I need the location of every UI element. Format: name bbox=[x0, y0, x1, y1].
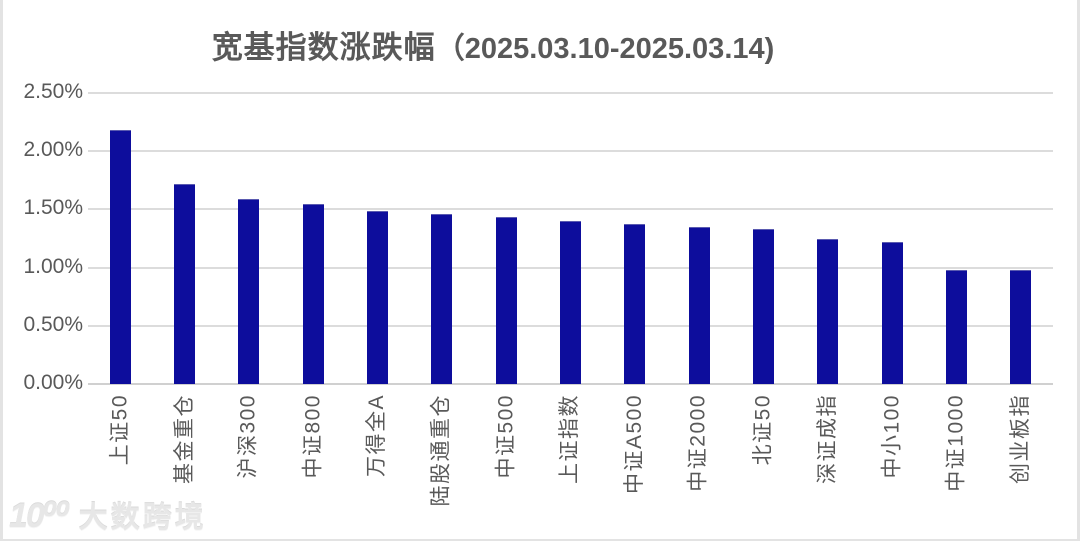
x-tick-label-深证成指: 深证成指 bbox=[815, 394, 839, 484]
y-tick-label: 0.50% bbox=[23, 312, 83, 336]
bar-中证2000 bbox=[688, 227, 710, 384]
watermark-text: 大数跨境 bbox=[78, 502, 207, 534]
bar-slot bbox=[281, 93, 345, 384]
bar-中证1000 bbox=[945, 270, 967, 384]
x-tick-label-中证1000: 中证1000 bbox=[944, 394, 968, 492]
x-label-slot: 中小100 bbox=[860, 386, 924, 516]
x-tick-label-基金重仓: 基金重仓 bbox=[172, 394, 196, 484]
chart-title-period: （2025.03.10-2025.03.14) bbox=[435, 33, 775, 65]
bar-slot bbox=[603, 93, 667, 384]
bar-万得全A bbox=[366, 210, 388, 384]
bar-基金重仓 bbox=[173, 183, 195, 384]
bar-沪深300 bbox=[238, 199, 260, 384]
x-label-slot: 上证指数 bbox=[538, 386, 602, 516]
bar-slot bbox=[924, 93, 988, 384]
dashukuajing-logo-icon: 10⁰⁰ bbox=[9, 497, 71, 535]
x-tick-label-中证2000: 中证2000 bbox=[687, 394, 711, 492]
x-label-slot: 中证1000 bbox=[924, 386, 988, 516]
x-label-slot: 万得全A bbox=[345, 386, 409, 516]
y-tick-label: 1.50% bbox=[23, 196, 83, 220]
x-tick-label-上证指数: 上证指数 bbox=[558, 394, 582, 484]
x-label-slot: 创业板指 bbox=[989, 386, 1053, 516]
x-tick-label-中证800: 中证800 bbox=[301, 394, 325, 479]
y-tick-label: 1.00% bbox=[23, 254, 83, 278]
x-axis-labels: 上证50 基金重仓 沪深300 中证800 万得全A 陆股通重仓 中证500 上证指数 中证A5… bbox=[88, 386, 1053, 516]
plot-area bbox=[88, 92, 1053, 385]
bar-slot bbox=[345, 93, 409, 384]
bar-slot bbox=[88, 93, 152, 384]
bar-slot bbox=[217, 93, 281, 384]
x-label-slot: 陆股通重仓 bbox=[410, 386, 474, 516]
chart-title-main: 宽基指数涨跌幅 bbox=[211, 30, 436, 65]
y-tick-label: 2.50% bbox=[23, 80, 83, 103]
x-tick-label-北证50: 北证50 bbox=[751, 394, 775, 466]
bar-中证500 bbox=[495, 216, 517, 384]
x-tick-label-中小100: 中小100 bbox=[880, 394, 904, 479]
bar-slot bbox=[152, 93, 216, 384]
x-tick-label-上证50: 上证50 bbox=[108, 394, 132, 466]
x-label-slot: 北证50 bbox=[731, 386, 795, 516]
bar-中证800 bbox=[302, 203, 324, 384]
chart-title: 宽基指数涨跌幅（2025.03.10-2025.03.14) bbox=[3, 22, 983, 67]
bar-中小100 bbox=[881, 242, 903, 384]
gridline-2.50% bbox=[88, 92, 1053, 94]
x-label-slot: 中证500 bbox=[474, 386, 538, 516]
x-label-slot: 深证成指 bbox=[796, 386, 860, 516]
x-label-slot: 沪深300 bbox=[217, 386, 281, 516]
bar-slot bbox=[989, 93, 1053, 384]
y-tick-label: 2.00% bbox=[23, 138, 83, 162]
bar-创业板指 bbox=[1010, 270, 1032, 384]
bar-slot bbox=[538, 93, 602, 384]
x-label-slot: 中证2000 bbox=[667, 386, 731, 516]
x-tick-label-中证A500: 中证A500 bbox=[622, 394, 646, 495]
x-tick-label-沪深300: 沪深300 bbox=[236, 394, 260, 479]
bar-slot bbox=[860, 93, 924, 384]
bar-中证A500 bbox=[624, 223, 646, 384]
x-tick-label-万得全A: 万得全A bbox=[365, 394, 389, 478]
bar-slot bbox=[667, 93, 731, 384]
bar-slot bbox=[410, 93, 474, 384]
bar-北证50 bbox=[752, 229, 774, 384]
bars-layer bbox=[88, 93, 1053, 384]
x-label-slot: 中证800 bbox=[281, 386, 345, 516]
gridline-1.50% bbox=[88, 208, 1053, 211]
bar-slot bbox=[731, 93, 795, 384]
bar-深证成指 bbox=[817, 238, 839, 384]
y-tick-label: 0.00% bbox=[23, 371, 83, 394]
bar-上证指数 bbox=[559, 221, 581, 384]
bar-陆股通重仓 bbox=[431, 214, 453, 384]
x-tick-label-创业板指: 创业板指 bbox=[1008, 394, 1032, 484]
x-label-slot: 中证A500 bbox=[603, 386, 667, 516]
bar-上证50 bbox=[109, 130, 131, 384]
gridline-0.00% bbox=[88, 383, 1053, 385]
x-tick-label-中证500: 中证500 bbox=[494, 394, 518, 479]
gridline-2.00% bbox=[88, 150, 1053, 153]
watermark: 10⁰⁰ 大数跨境 bbox=[9, 494, 207, 536]
bar-slot bbox=[474, 93, 538, 384]
x-tick-label-陆股通重仓: 陆股通重仓 bbox=[429, 394, 453, 507]
bar-slot bbox=[796, 93, 860, 384]
